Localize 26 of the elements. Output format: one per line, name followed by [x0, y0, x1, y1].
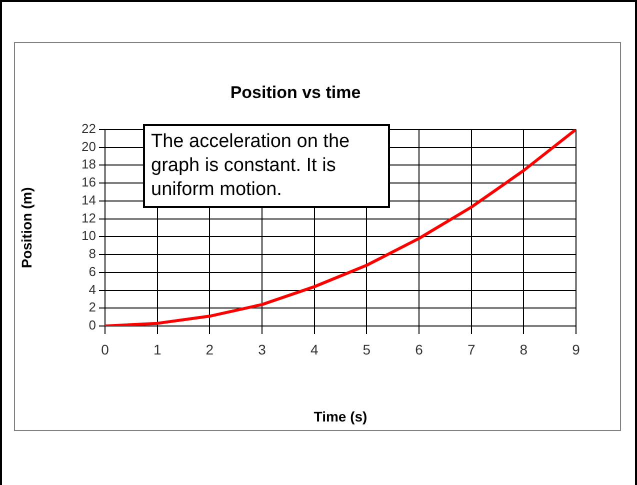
y-tick-label: 12 — [82, 210, 96, 226]
y-tick-label: 0 — [88, 318, 96, 333]
y-tick-label: 2 — [88, 300, 96, 315]
y-tick-label: 18 — [82, 156, 96, 172]
y-tick-label: 16 — [82, 174, 96, 190]
x-tick-label: 8 — [520, 341, 528, 358]
y-tick-label: 10 — [82, 228, 96, 244]
chart-title: Position vs time — [230, 82, 361, 102]
x-tick-label: 0 — [101, 341, 110, 358]
annotation: The acceleration on the graph is constant. It is uniform motion. — [143, 124, 390, 208]
y-tick-label: 8 — [88, 246, 96, 262]
x-tick-label: 9 — [572, 341, 580, 358]
x-tick-label: 1 — [153, 341, 162, 358]
x-tick-label: 4 — [310, 341, 318, 358]
x-tick-label: 3 — [258, 341, 266, 358]
y-tick-label: 22 — [82, 120, 96, 136]
y-axis-title: Position (m) — [18, 187, 34, 268]
y-tick-label: 14 — [82, 192, 96, 208]
x-tick-label: 2 — [206, 341, 214, 358]
x-tick-label: 7 — [467, 341, 476, 358]
y-tick-label: 6 — [88, 264, 96, 279]
y-tick-label: 4 — [88, 282, 96, 297]
x-tick-label: 5 — [362, 341, 371, 358]
y-tick-label: 20 — [82, 138, 96, 154]
x-axis-title: Time (s) — [314, 408, 368, 424]
x-tick-label: 6 — [415, 341, 424, 358]
